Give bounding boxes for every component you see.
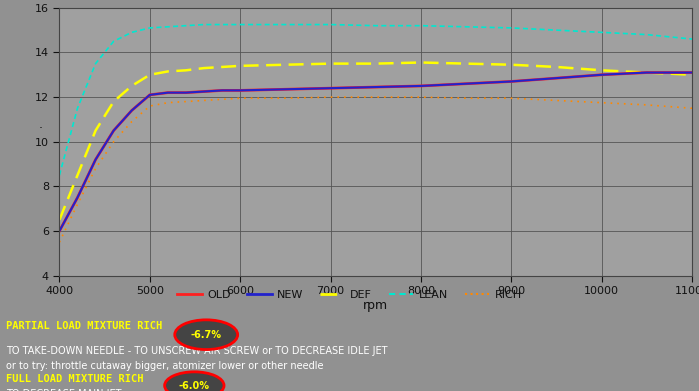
Text: or to try: throttle cutaway bigger, atomizer lower or other needle: or to try: throttle cutaway bigger, atom… [6, 361, 323, 371]
Text: -6.0%: -6.0% [179, 380, 210, 391]
Text: ·: · [38, 122, 43, 135]
Text: TO TAKE-DOWN NEEDLE - TO UNSCREW AIR SCREW or TO DECREASE IDLE JET: TO TAKE-DOWN NEEDLE - TO UNSCREW AIR SCR… [6, 346, 387, 356]
Ellipse shape [175, 320, 238, 350]
Text: PARTIAL LOAD MIXTURE RICH: PARTIAL LOAD MIXTURE RICH [6, 321, 162, 331]
Ellipse shape [165, 372, 224, 391]
Text: FULL LOAD MIXTURE RICH: FULL LOAD MIXTURE RICH [6, 374, 143, 384]
Text: TO DECREASE MAIN JET: TO DECREASE MAIN JET [6, 389, 121, 391]
Legend: OLD, NEW, DEF, LEAN, RICH: OLD, NEW, DEF, LEAN, RICH [173, 286, 526, 305]
Text: -6.7%: -6.7% [191, 330, 222, 340]
X-axis label: rpm: rpm [363, 299, 388, 312]
